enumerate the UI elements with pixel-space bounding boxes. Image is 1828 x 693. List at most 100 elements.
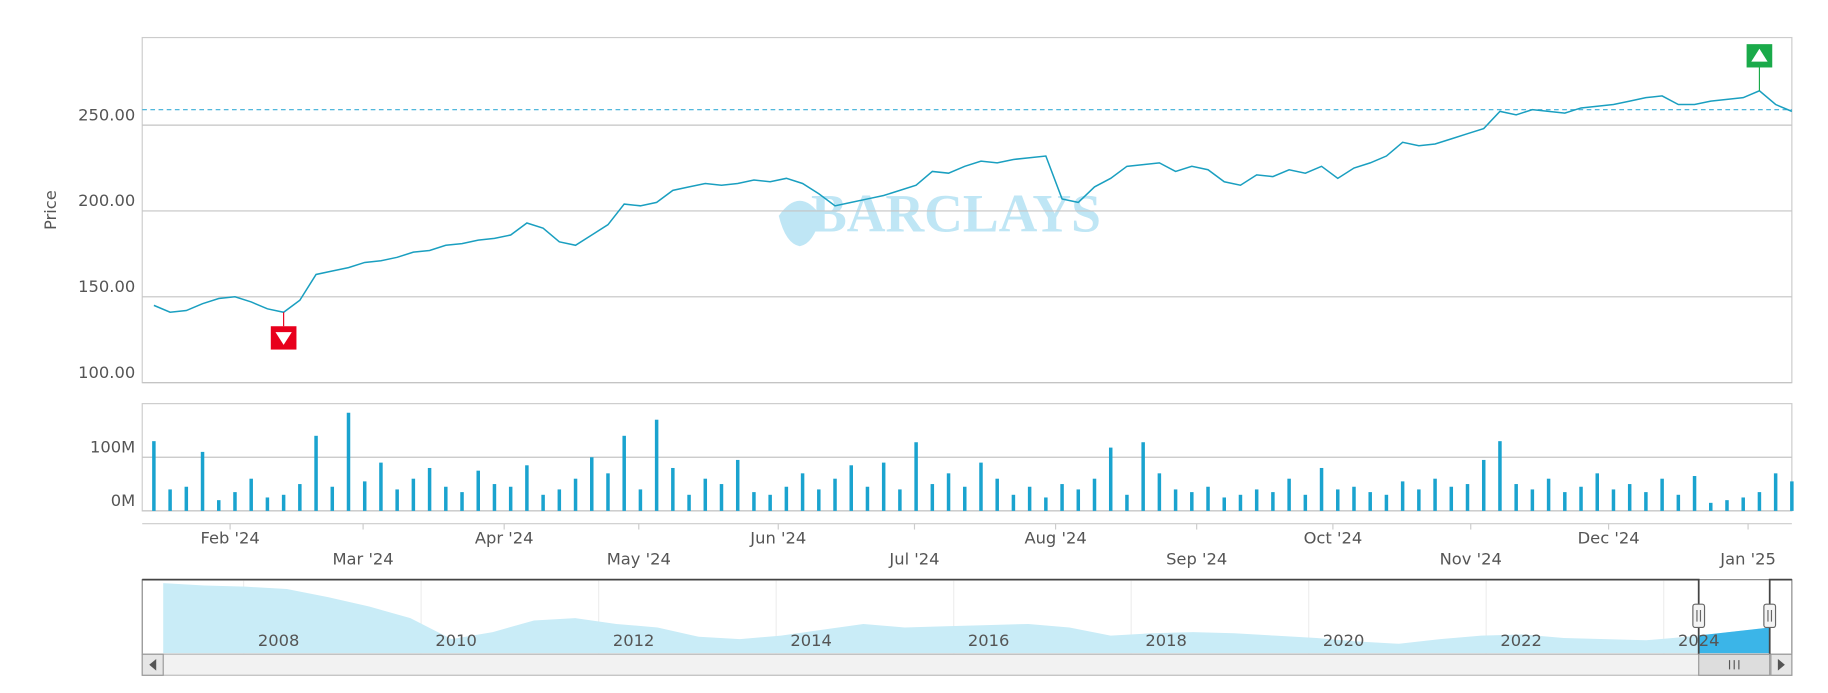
volume-bar <box>346 412 351 511</box>
volume-bar <box>784 486 789 511</box>
volume-bar <box>362 481 367 511</box>
volume-bar <box>184 486 189 511</box>
volume-bar <box>1433 478 1437 511</box>
volume-bar <box>1741 497 1745 511</box>
volume-bar <box>1563 492 1567 511</box>
x-tick-label: Oct '24 <box>1304 528 1363 547</box>
navigator-year-label: 2016 <box>968 631 1010 650</box>
volume-bar <box>1303 494 1308 511</box>
volume-bar <box>606 473 610 511</box>
volume-bar <box>314 435 318 511</box>
volume-bar <box>638 489 643 511</box>
volume-bar <box>1757 492 1762 511</box>
volume-bar <box>1595 473 1599 511</box>
volume-bar <box>1092 478 1097 511</box>
x-tick-label: Apr '24 <box>475 528 534 547</box>
x-tick-label: Feb '24 <box>200 528 259 547</box>
handle-grip <box>1696 609 1702 622</box>
handle-grip <box>1767 609 1773 622</box>
y-tick-label: 100.00 <box>78 363 135 382</box>
volume-bar <box>233 492 237 511</box>
volume-bar <box>1449 486 1454 511</box>
volume-bar <box>427 467 432 511</box>
volume-bar <box>979 462 983 511</box>
volume-bar <box>1060 484 1064 511</box>
volume-bar <box>281 494 286 511</box>
volume-bar <box>1611 489 1616 511</box>
volume-bar <box>1546 478 1551 511</box>
volume-bar <box>379 462 383 511</box>
scrollbar-track[interactable] <box>141 653 1793 676</box>
x-tick-label: Aug '24 <box>1024 528 1086 547</box>
volume-bar <box>573 478 578 511</box>
navigator-year-label: 2018 <box>1145 631 1187 650</box>
navigator-handle[interactable] <box>1763 603 1777 629</box>
volume-bar <box>1417 489 1421 511</box>
volume-bar <box>687 494 691 511</box>
navigator-year-label: 2022 <box>1500 631 1542 650</box>
volume-bar <box>1076 489 1081 511</box>
volume-bar <box>1206 486 1210 511</box>
volume-bar <box>1352 486 1356 511</box>
volume-bar <box>1368 492 1372 511</box>
volume-bar <box>541 494 545 511</box>
volume-bar <box>1044 497 1048 511</box>
volume-bar <box>1400 481 1405 511</box>
volume-bar <box>849 465 853 511</box>
volume-bar <box>703 478 708 511</box>
volume-bar <box>1238 494 1243 511</box>
volume-bar <box>1173 489 1178 511</box>
volume-bar <box>168 489 172 511</box>
volume-bar <box>460 492 464 511</box>
scroll-left-arrow <box>149 658 157 671</box>
volume-bar <box>752 492 756 511</box>
x-tick-label: Nov '24 <box>1440 549 1502 568</box>
volume-bar <box>833 478 837 511</box>
volume-bar <box>881 462 886 511</box>
plot: 100.00 150.00 200.00 250.00 Feb '24 Mar '24 Ap… <box>78 44 1794 676</box>
volume-bar <box>444 486 448 511</box>
volume-bar <box>1530 489 1535 511</box>
volume-bar <box>622 435 626 511</box>
volume-bar <box>330 486 335 511</box>
volume-bar <box>1319 467 1324 511</box>
volume-bar <box>1790 481 1794 511</box>
navigator-handle[interactable] <box>1692 603 1706 629</box>
volume-bar <box>1254 489 1259 511</box>
volume-bar <box>719 484 724 511</box>
volume-bar <box>800 473 805 511</box>
volume-bar <box>492 484 497 511</box>
navigator-area <box>163 583 1770 654</box>
volume-bar <box>152 441 156 511</box>
x-tick-label: Sep '24 <box>1166 549 1227 568</box>
volume-bar <box>1514 484 1518 511</box>
y-tick-label: 200.00 <box>78 191 135 210</box>
volume-bar <box>1481 459 1486 511</box>
volume-bar <box>1287 478 1291 511</box>
volume-bar <box>1125 494 1129 511</box>
volume-bar <box>963 486 967 511</box>
volume-bar <box>200 451 205 511</box>
y-tick-label: 0M <box>111 491 135 510</box>
scrollbar-grip <box>1728 660 1740 670</box>
volume-bar <box>476 470 480 511</box>
volume-bar <box>265 497 270 511</box>
volume-bar <box>995 478 999 511</box>
volume-bar <box>898 489 902 511</box>
volume-bar <box>590 457 594 511</box>
navigator-year-label: 2020 <box>1323 631 1365 650</box>
navigator-year-label: 2010 <box>435 631 477 650</box>
navigator-year-label: 2012 <box>613 631 655 650</box>
marker-arrow <box>1751 48 1768 62</box>
volume-bar <box>1157 473 1162 511</box>
volume-bar <box>1108 447 1113 511</box>
volume-bar <box>411 478 416 511</box>
volume-bar <box>1579 486 1583 511</box>
volume-bar <box>1465 484 1470 511</box>
navigator-year-label: 2014 <box>790 631 832 650</box>
navigator-year-label: 2008 <box>258 631 300 650</box>
volume-bar <box>508 486 513 511</box>
volume-bar <box>557 489 562 511</box>
